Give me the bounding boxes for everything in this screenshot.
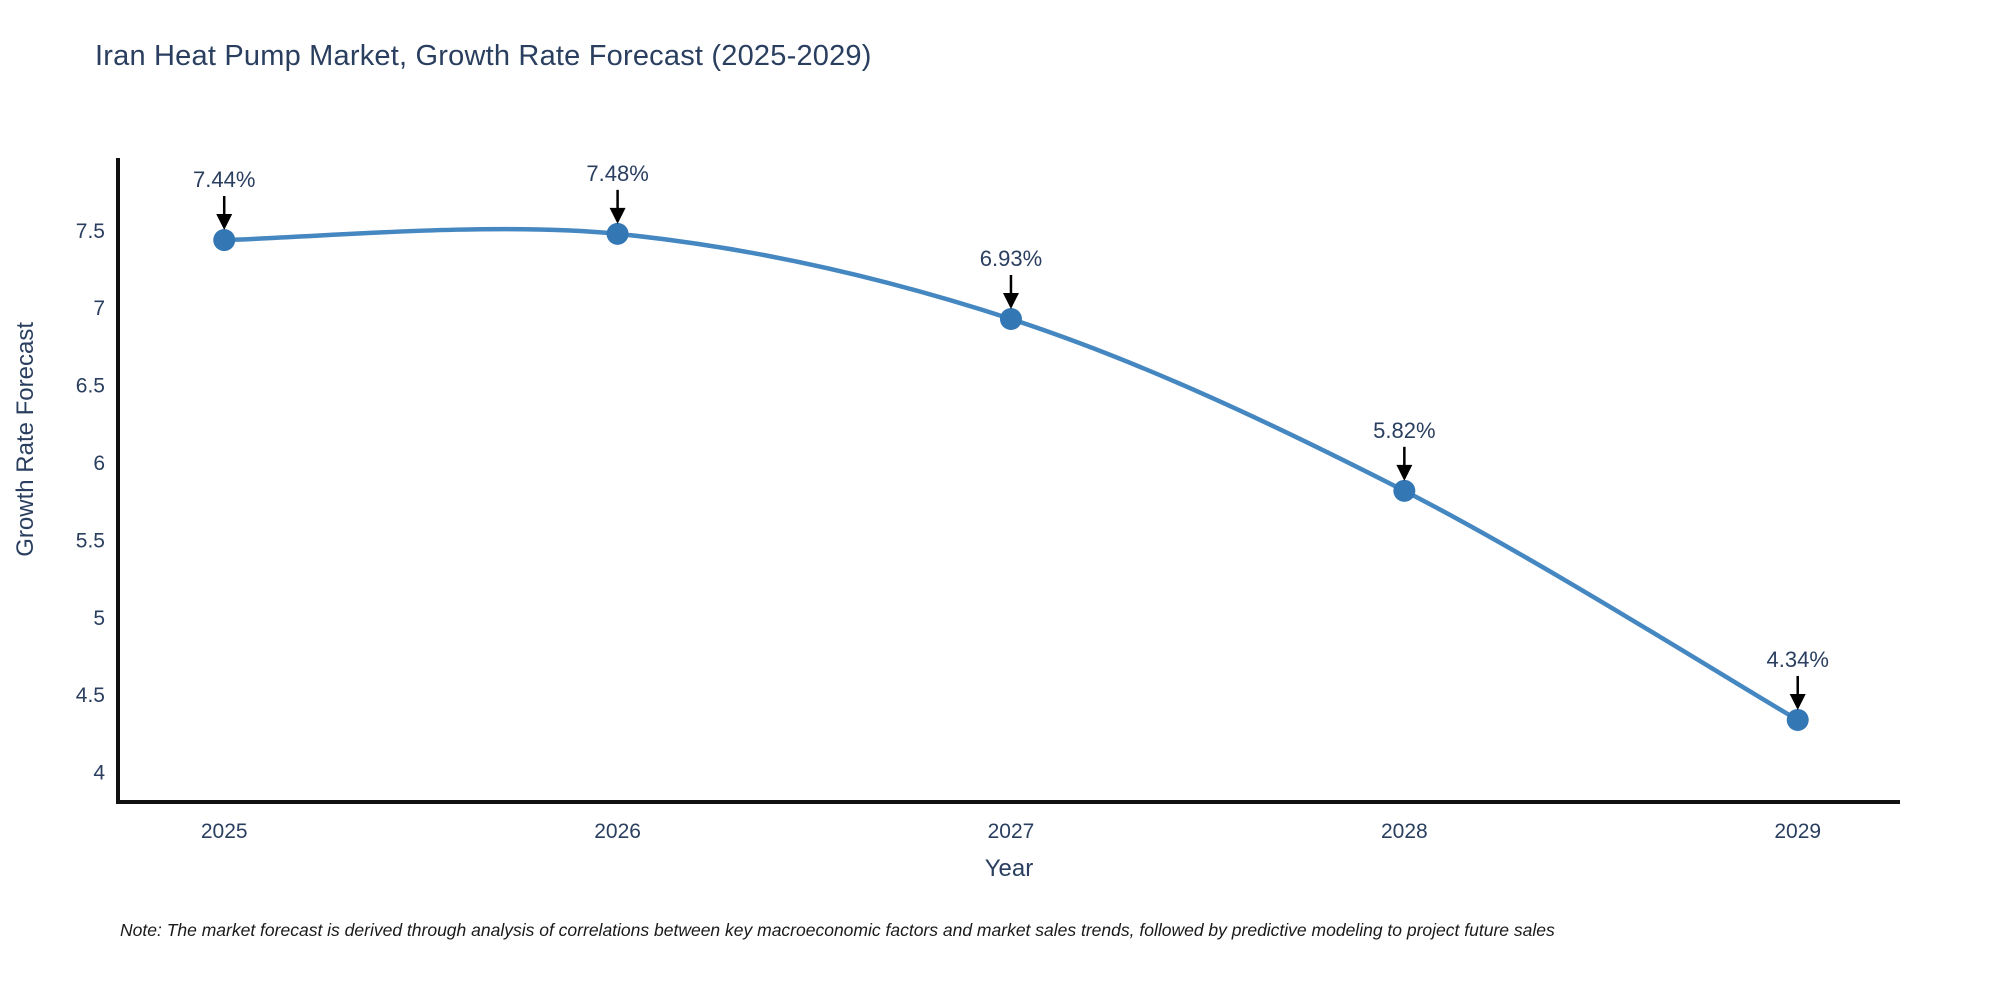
- y-tick-label: 6.5: [76, 375, 105, 398]
- chart-title: Iran Heat Pump Market, Growth Rate Forec…: [95, 40, 872, 72]
- annotation-arrowhead-icon: [1396, 464, 1413, 481]
- point-label: 5.82%: [1373, 418, 1435, 443]
- point-label: 7.44%: [193, 167, 255, 192]
- x-tick-label: 2025: [201, 820, 248, 843]
- annotation-arrowhead-icon: [609, 207, 626, 224]
- point-label: 7.48%: [586, 161, 648, 186]
- annotation-arrowhead-icon: [216, 214, 233, 231]
- y-axis-title: Growth Rate Forecast: [12, 322, 39, 557]
- point-label: 6.93%: [980, 246, 1042, 271]
- y-tick-label: 4: [93, 762, 105, 785]
- y-tick-label: 5.5: [76, 529, 105, 552]
- data-point-2025[interactable]: [213, 229, 236, 252]
- data-point-2027[interactable]: [999, 308, 1022, 330]
- y-tick-label: 7: [93, 297, 105, 320]
- y-tick-label: 4.5: [76, 684, 105, 707]
- x-tick-label: 2029: [1774, 820, 1821, 843]
- y-tick-label: 5: [93, 607, 105, 630]
- x-tick-label: 2027: [988, 820, 1035, 843]
- x-tick-label: 2028: [1381, 820, 1428, 843]
- point-label: 4.34%: [1767, 647, 1829, 672]
- data-point-2029[interactable]: [1786, 708, 1809, 731]
- y-tick-label: 6: [93, 452, 105, 475]
- annotation-arrowhead-icon: [1002, 293, 1019, 309]
- data-point-2028[interactable]: [1393, 479, 1416, 502]
- annotation-arrowhead-icon: [1789, 693, 1806, 710]
- data-point-2026[interactable]: [606, 222, 629, 245]
- footnote: Note: The market forecast is derived thr…: [120, 920, 1555, 940]
- x-axis-title: Year: [984, 855, 1034, 882]
- y-tick-label: 7.5: [76, 220, 105, 243]
- x-tick-label: 2026: [594, 820, 641, 843]
